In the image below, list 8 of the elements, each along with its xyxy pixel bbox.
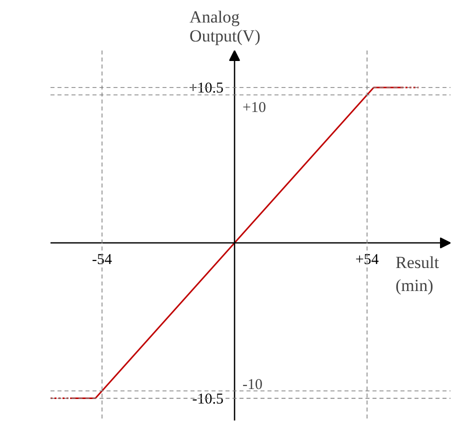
x-tick-label: +54 bbox=[355, 252, 380, 268]
x-axis-title: Result (min) bbox=[396, 253, 440, 295]
x-tick-label: -54 bbox=[92, 252, 113, 268]
y-axis-title: Analog Output(V) bbox=[190, 8, 260, 46]
y-tick-label: -10.5 bbox=[192, 391, 224, 408]
ref-line-label: +10 bbox=[242, 100, 266, 116]
ref-line-label: -10 bbox=[242, 376, 263, 393]
y-tick-label: +10.5 bbox=[188, 80, 224, 96]
